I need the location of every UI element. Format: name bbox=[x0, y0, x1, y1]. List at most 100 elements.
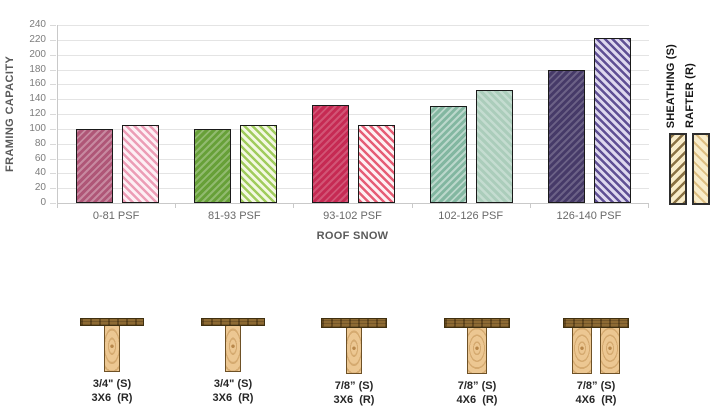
y-tick-mark bbox=[50, 99, 56, 101]
y-tick-label: 220 bbox=[29, 33, 46, 45]
y-tick-label: 60 bbox=[34, 152, 46, 164]
wood-section: 3/4" (S) 3X6 (R) bbox=[168, 318, 298, 405]
bar-sheathing bbox=[75, 128, 113, 203]
y-tick-label: 140 bbox=[29, 93, 46, 105]
gridline bbox=[58, 143, 649, 145]
x-category-label: 126-140 PSF bbox=[556, 210, 622, 222]
x-axis-title: ROOF SNOW bbox=[316, 230, 389, 242]
rafter-size-label: 4X6 (R) bbox=[575, 394, 617, 406]
sheathing-size-label: 7/8” (S) bbox=[334, 380, 374, 392]
x-axis-category-labels: 0-81 PSF 81-93 PSF 93-102 PSF 102-126 PSF 12… bbox=[57, 210, 648, 222]
wood-section: 3/4" (S) 3X6 (R) bbox=[47, 318, 177, 405]
sheathing-plank bbox=[201, 318, 265, 326]
legend-swatches bbox=[669, 133, 710, 205]
sheathing-plank bbox=[563, 318, 629, 328]
wood-section: 7/8” (S) 4X6 (R) bbox=[412, 318, 542, 407]
y-tick-label: 240 bbox=[29, 19, 46, 30]
category-group bbox=[58, 25, 176, 203]
rafter-lumber bbox=[600, 328, 620, 374]
y-tick-mark bbox=[50, 54, 56, 56]
gridline bbox=[58, 84, 649, 86]
y-tick-mark bbox=[50, 84, 56, 86]
sheathing-plank bbox=[80, 318, 144, 326]
y-tick-label: 40 bbox=[34, 167, 46, 179]
y-tick-label: 0 bbox=[40, 197, 46, 208]
gridline bbox=[58, 158, 649, 160]
rafter-size-label: 3X6 (R) bbox=[91, 392, 133, 404]
y-tick-mark bbox=[50, 143, 56, 145]
bar-rafter bbox=[121, 125, 159, 203]
bar-rafter bbox=[594, 38, 632, 203]
wood-section: 7/8” (S) 3X6 (R) bbox=[289, 318, 419, 407]
rafter-row bbox=[467, 328, 487, 374]
category-group bbox=[531, 25, 649, 203]
rafter-lumber bbox=[104, 326, 120, 372]
x-category-label: 102-126 PSF bbox=[438, 210, 504, 222]
bar-sheathing bbox=[548, 70, 586, 203]
category-group bbox=[176, 25, 294, 203]
gridline bbox=[58, 173, 649, 175]
gridline bbox=[58, 114, 649, 115]
sheathing-plank bbox=[444, 318, 510, 328]
gridline bbox=[58, 128, 649, 130]
rafter-size-label: 4X6 (R) bbox=[456, 394, 498, 406]
y-tick-label: 180 bbox=[29, 63, 46, 75]
sheathing-size-label: 3/4" (S) bbox=[213, 378, 253, 390]
wood-section: 7/8” (S) 4X6 (R) bbox=[531, 318, 661, 407]
x-tick-mark bbox=[529, 204, 531, 208]
x-tick-mark bbox=[648, 204, 649, 208]
y-tick-label: 160 bbox=[29, 78, 46, 90]
y-tick-label: 100 bbox=[29, 122, 46, 134]
y-tick-mark bbox=[50, 69, 56, 71]
x-tick-mark bbox=[57, 204, 58, 208]
legend-swatch-rafter bbox=[692, 133, 710, 205]
sheathing-plank bbox=[321, 318, 387, 328]
gridline bbox=[58, 39, 649, 41]
sheathing-size-label: 7/8” (S) bbox=[457, 380, 497, 392]
rafter-lumber bbox=[225, 326, 241, 372]
bar-rafter bbox=[239, 125, 277, 203]
bar-sheathing bbox=[193, 128, 231, 203]
gridline bbox=[58, 99, 649, 101]
gridline bbox=[58, 188, 649, 190]
rafter-row bbox=[104, 326, 120, 372]
rafter-size-label: 3X6 (R) bbox=[212, 392, 254, 404]
y-tick-label: 120 bbox=[29, 108, 46, 119]
x-category-label: 81-93 PSF bbox=[208, 210, 261, 222]
legend-label-rafter: RAFTER (R) bbox=[684, 63, 696, 128]
x-tick-mark bbox=[293, 204, 295, 208]
plot-area bbox=[57, 25, 649, 204]
y-tick-mark bbox=[50, 173, 56, 175]
legend: SHEATHING (S) RAFTER (R) bbox=[663, 26, 698, 128]
bar-sheathing bbox=[430, 105, 468, 203]
bar-rafter bbox=[476, 90, 514, 203]
y-tick-label: 200 bbox=[29, 48, 46, 60]
y-tick-label: 20 bbox=[34, 182, 46, 194]
sheathing-size-label: 7/8” (S) bbox=[576, 380, 616, 392]
x-category-label: 0-81 PSF bbox=[92, 210, 140, 222]
rafter-lumber bbox=[572, 328, 592, 374]
x-tick-mark bbox=[411, 204, 413, 208]
legend-swatch-sheathing bbox=[669, 133, 687, 205]
x-tick-mark bbox=[175, 204, 177, 208]
legend-label-sheathing: SHEATHING (S) bbox=[665, 43, 677, 128]
gridline bbox=[58, 69, 649, 71]
category-group bbox=[294, 25, 412, 203]
y-tick-mark bbox=[50, 114, 56, 115]
rafter-lumber bbox=[346, 328, 362, 374]
category-group bbox=[413, 25, 531, 203]
y-tick-mark bbox=[50, 158, 56, 160]
y-tick-mark bbox=[50, 25, 56, 26]
y-tick-mark bbox=[50, 203, 56, 204]
y-tick-mark bbox=[50, 128, 56, 130]
y-tick-label: 80 bbox=[34, 137, 46, 149]
gridline bbox=[58, 25, 649, 26]
x-category-label: 93-102 PSF bbox=[323, 210, 382, 222]
rafter-row bbox=[346, 328, 362, 374]
rafter-size-label: 3X6 (R) bbox=[333, 394, 375, 406]
rafter-row bbox=[225, 326, 241, 372]
rafter-lumber bbox=[467, 328, 487, 374]
rafter-row bbox=[572, 328, 620, 374]
y-tick-mark bbox=[50, 188, 56, 190]
